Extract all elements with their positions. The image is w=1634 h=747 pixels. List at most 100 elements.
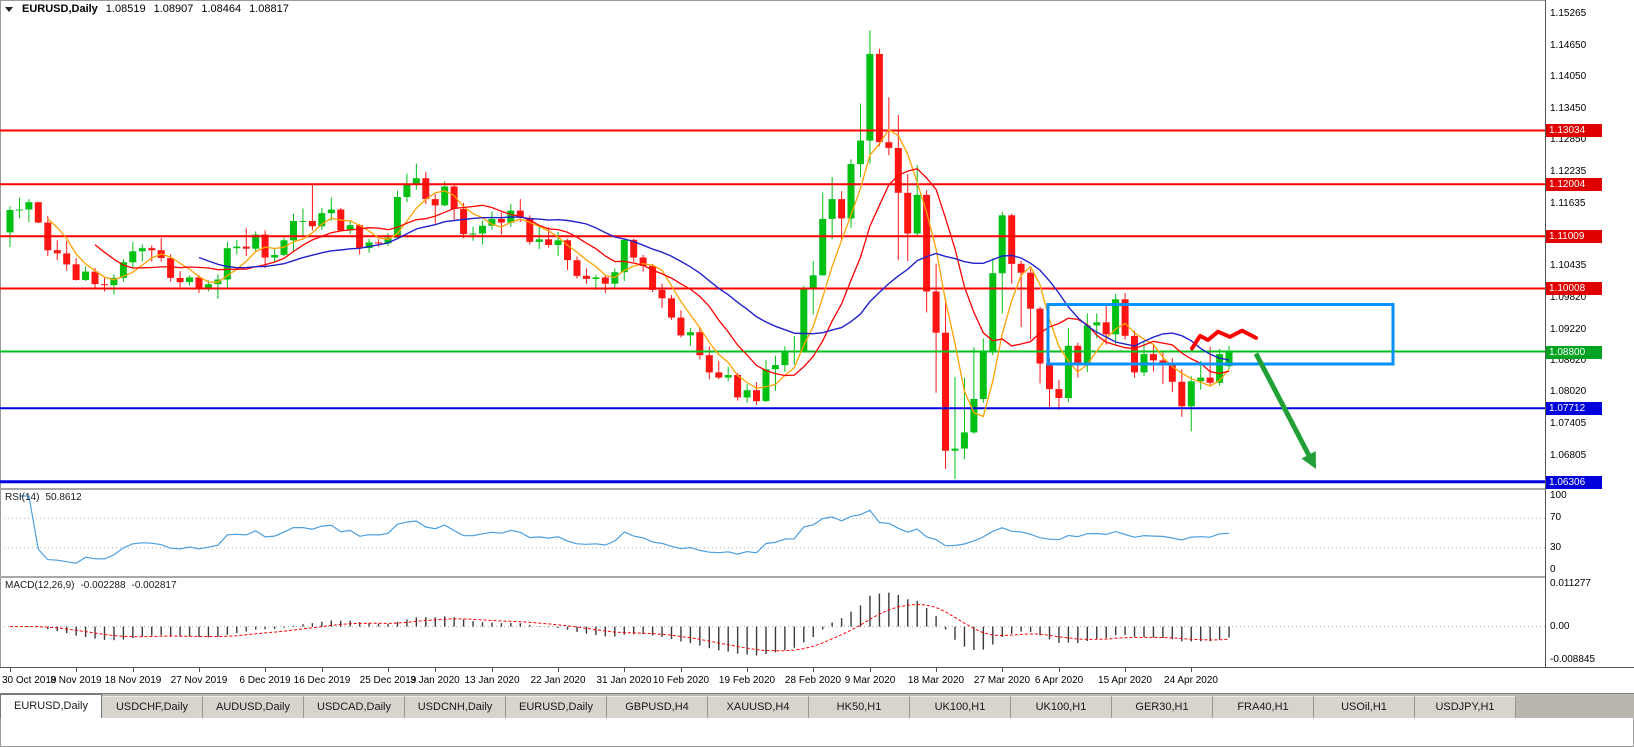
bearish-arrow-shaft[interactable]: [1253, 352, 1314, 462]
macd-panel[interactable]: [0, 578, 1545, 666]
quote-close: 1.08817: [249, 3, 289, 15]
price-axis-label: 1.09820: [1550, 292, 1587, 303]
date-axis-label: 25 Dec 2019: [359, 675, 417, 686]
macd-axis-label: -0.008845: [1550, 654, 1596, 665]
date-axis-label: 6 Dec 2019: [239, 675, 291, 686]
date-tick: [870, 668, 871, 672]
rsi-indicator-label: RSI(14) 50.8612: [5, 492, 82, 503]
slow-ma-line: [198, 216, 1230, 361]
date-tick: [1059, 668, 1060, 672]
price-level-tag: 1.06306: [1546, 476, 1602, 489]
quote-bar: EURUSD,Daily 1.08519 1.08907 1.08464 1.0…: [5, 3, 289, 15]
rsi-panel[interactable]: [0, 490, 1545, 576]
date-axis-label: 18 Mar 2020: [907, 675, 965, 686]
price-axis-label: 1.07405: [1550, 418, 1587, 429]
fast-ma-line: [47, 128, 1230, 418]
chart-tab-usdchf-daily[interactable]: USDCHF,Daily: [102, 696, 203, 718]
rsi-axis-label: 100: [1550, 490, 1567, 501]
date-tick: [681, 668, 682, 672]
symbol-dropdown-icon[interactable]: [5, 6, 13, 12]
bearish-arrow-head[interactable]: [1301, 451, 1317, 469]
date-tick: [435, 668, 436, 672]
price-level-tag: 1.07712: [1546, 402, 1602, 415]
price-path-scribble[interactable]: [1190, 328, 1258, 351]
chart-tab-uk100-h1[interactable]: UK100,H1: [910, 696, 1011, 718]
macd-main-value: -0.002288: [80, 580, 126, 591]
price-level-tag: 1.08800: [1546, 346, 1602, 359]
date-tick: [133, 668, 134, 672]
macd-axis-label: 0.00: [1550, 621, 1570, 632]
date-axis-label: 27 Nov 2019: [170, 675, 228, 686]
candles-layer: [6, 30, 1233, 479]
chart-tab-audusd-daily[interactable]: AUDUSD,Daily: [203, 696, 304, 718]
date-tick: [76, 668, 77, 672]
chart-tab-uk100-h1[interactable]: UK100,H1: [1011, 696, 1112, 718]
price-axis-label: 1.06805: [1550, 450, 1587, 461]
horizontal-lines-layer[interactable]: [0, 129, 1545, 484]
price-axis-label: 1.12235: [1550, 166, 1587, 177]
price-axis-label: 1.10435: [1550, 260, 1587, 271]
quote-high: 1.08907: [153, 3, 194, 15]
date-axis-label: 13 Jan 2020: [464, 675, 520, 686]
date-tick: [388, 668, 389, 672]
price-level-tag: 1.12004: [1546, 178, 1602, 191]
symbol-title: EURUSD,Daily: [22, 3, 98, 15]
macd-name: MACD(12,26,9): [5, 580, 75, 591]
date-tick: [558, 668, 559, 672]
main-chart[interactable]: [0, 0, 1545, 488]
price-level-tag: 1.10008: [1546, 282, 1602, 295]
macd-histogram: [28, 592, 1230, 656]
date-axis-label: 10 Feb 2020: [652, 675, 710, 686]
date-axis-label: 16 Dec 2019: [293, 675, 351, 686]
macd-signal-line: [10, 603, 1230, 652]
macd-panel-splitter[interactable]: [0, 576, 1634, 578]
quote-open: 1.08519: [105, 3, 146, 15]
mid-ma-line: [94, 167, 1230, 377]
date-axis[interactable]: 30 Oct 2019 8 Nov 2019 18 Nov 2019 27 Nov 2…: [0, 667, 1634, 694]
macd-indicator-label: MACD(12,26,9) -0.002288 -0.002817: [5, 580, 177, 591]
consolidation-rectangle[interactable]: [1046, 303, 1395, 366]
chart-tab-gbpusd-h4[interactable]: GBPUSD,H4: [607, 696, 708, 718]
date-tick: [265, 668, 266, 672]
date-tick: [1125, 668, 1126, 672]
date-axis-label: 9 Mar 2020: [844, 675, 896, 686]
date-axis-label: 6 Apr 2020: [1034, 675, 1084, 686]
chart-tab-ger30-h1[interactable]: GER30,H1: [1112, 696, 1213, 718]
macd-signal-value: -0.002817: [131, 580, 177, 591]
price-axis[interactable]: 1.15265 1.14650 1.14050 1.13450 1.12850 1.122…: [1545, 0, 1634, 667]
price-level-tag: 1.11009: [1546, 230, 1602, 243]
quote-low: 1.08464: [201, 3, 242, 15]
price-axis-label: 1.11635: [1550, 198, 1586, 209]
rsi-panel-splitter[interactable]: [0, 488, 1634, 490]
rsi-value: 50.8612: [45, 492, 82, 503]
chart-tab-eurusd-daily[interactable]: EURUSD,Daily: [506, 696, 607, 718]
rsi-name: RSI(14): [5, 492, 40, 503]
chart-tab-usdjpy-h1[interactable]: USDJPY,H1: [1415, 696, 1516, 718]
chart-tab-usoil-h1[interactable]: USOil,H1: [1314, 696, 1415, 718]
rsi-axis-label: 70: [1550, 512, 1562, 523]
price-axis-label: 1.13450: [1550, 103, 1587, 114]
chart-tab-xauusd-h4[interactable]: XAUUSD,H4: [708, 696, 809, 718]
moving-averages-layer: [47, 128, 1230, 418]
chart-tabs-bar: EURUSD,Daily USDCHF,Daily AUDUSD,Daily USDC…: [0, 693, 1634, 718]
date-tick: [936, 668, 937, 672]
date-axis-label: 30 Oct 2019: [2, 675, 57, 686]
price-axis-label: 1.08620: [1550, 355, 1587, 366]
date-axis-label: 28 Feb 2020: [784, 675, 842, 686]
chart-tab-hk50-h1[interactable]: HK50,H1: [809, 696, 910, 718]
date-tick: [813, 668, 814, 672]
date-axis-label: 24 Apr 2020: [1164, 675, 1218, 686]
chart-tab-usdcad-daily[interactable]: USDCAD,Daily: [304, 696, 405, 718]
date-axis-label: 8 Nov 2019: [50, 675, 102, 686]
chart-tab-eurusd-daily[interactable]: EURUSD,Daily: [0, 694, 102, 718]
date-tick: [492, 668, 493, 672]
chart-tab-usdcnh-daily[interactable]: USDCNH,Daily: [405, 696, 506, 718]
price-axis-label: 1.14650: [1550, 40, 1587, 51]
date-tick: [10, 668, 11, 672]
date-tick: [624, 668, 625, 672]
chart-tab-fra40-h1[interactable]: FRA40,H1: [1213, 696, 1314, 718]
date-tick: [1191, 668, 1192, 672]
date-tick: [747, 668, 748, 672]
date-axis-label: 27 Mar 2020: [973, 675, 1031, 686]
